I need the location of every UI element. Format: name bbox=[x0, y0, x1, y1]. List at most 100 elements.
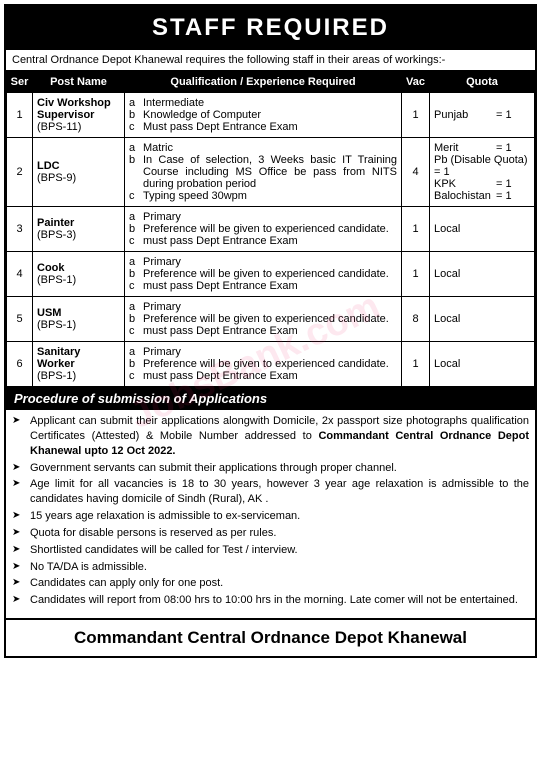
qualification-letter: a bbox=[129, 97, 143, 109]
procedure-text: Shortlisted candidates will be called fo… bbox=[30, 543, 529, 558]
qualification-text: Intermediate bbox=[143, 97, 397, 109]
qualification-item: bPreference will be given to experienced… bbox=[129, 268, 397, 280]
qualification-text: Primary bbox=[143, 346, 397, 358]
qualification-text: must pass Dept Entrance Exam bbox=[143, 280, 397, 292]
qualification-item: cmust pass Dept Entrance Exam bbox=[129, 235, 397, 247]
procedure-item: ➤Government servants can submit their ap… bbox=[12, 461, 529, 476]
procedure-heading: Procedure of submission of Applications bbox=[6, 387, 535, 410]
cell-ser: 1 bbox=[7, 93, 33, 138]
qualification-item: aIntermediate bbox=[129, 97, 397, 109]
qualification-text: must pass Dept Entrance Exam bbox=[143, 370, 397, 382]
cell-vacancies: 1 bbox=[402, 93, 430, 138]
header-title: STAFF REQUIRED bbox=[152, 14, 389, 41]
cell-quota: Local bbox=[430, 342, 535, 387]
bullet-icon: ➤ bbox=[12, 560, 30, 572]
quota-line: Local bbox=[434, 313, 530, 325]
cell-ser: 5 bbox=[7, 297, 33, 342]
qualification-text: Preference will be given to experienced … bbox=[143, 313, 397, 325]
procedure-text: No TA/DA is admissible. bbox=[30, 560, 529, 575]
footer-text: Commandant Central Ordnance Depot Khanew… bbox=[74, 628, 467, 647]
col-quota-header: Quota bbox=[430, 72, 535, 93]
col-post-header: Post Name bbox=[33, 72, 125, 93]
table-row: 3Painter(BPS-3)aPrimarybPreference will … bbox=[7, 207, 535, 252]
procedure-text: Quota for disable persons is reserved as… bbox=[30, 526, 529, 541]
qualification-letter: c bbox=[129, 370, 143, 382]
cell-ser: 4 bbox=[7, 252, 33, 297]
table-row: 4Cook(BPS-1)aPrimarybPreference will be … bbox=[7, 252, 535, 297]
quota-line: Pb (Disable Quota) = 1 bbox=[434, 154, 530, 178]
cell-qualification: aPrimarybPreference will be given to exp… bbox=[125, 252, 402, 297]
cell-quota: Local bbox=[430, 252, 535, 297]
qualification-text: Preference will be given to experienced … bbox=[143, 268, 397, 280]
procedure-item: ➤Applicant can submit their applications… bbox=[12, 414, 529, 459]
footer: Commandant Central Ordnance Depot Khanew… bbox=[6, 618, 535, 656]
table-row: 2LDC(BPS-9)aMatricbIn Case of selection,… bbox=[7, 138, 535, 207]
cell-qualification: aPrimarybPreference will be given to exp… bbox=[125, 207, 402, 252]
col-ser-header: Ser bbox=[7, 72, 33, 93]
qualification-letter: a bbox=[129, 211, 143, 223]
qualification-item: cmust pass Dept Entrance Exam bbox=[129, 370, 397, 382]
qualification-text: Preference will be given to experienced … bbox=[143, 358, 397, 370]
qualification-text: Must pass Dept Entrance Exam bbox=[143, 121, 397, 133]
cell-vacancies: 1 bbox=[402, 342, 430, 387]
qualification-letter: b bbox=[129, 154, 143, 166]
qualification-letter: c bbox=[129, 190, 143, 202]
qualification-text: Primary bbox=[143, 301, 397, 313]
procedure-item: ➤Candidates can apply only for one post. bbox=[12, 576, 529, 591]
procedure-item: ➤Age limit for all vacancies is 18 to 30… bbox=[12, 477, 529, 507]
qualification-letter: b bbox=[129, 358, 143, 370]
qualification-text: Matric bbox=[143, 142, 397, 154]
cell-post: Sanitary Worker(BPS-1) bbox=[33, 342, 125, 387]
cell-vacancies: 4 bbox=[402, 138, 430, 207]
procedure-text: Age limit for all vacancies is 18 to 30 … bbox=[30, 477, 529, 507]
table-row: 5USM(BPS-1)aPrimarybPreference will be g… bbox=[7, 297, 535, 342]
qualification-item: cmust pass Dept Entrance Exam bbox=[129, 280, 397, 292]
quota-line: KPK= 1 bbox=[434, 178, 530, 190]
cell-quota: Merit= 1Pb (Disable Quota) = 1KPK= 1Balo… bbox=[430, 138, 535, 207]
qualification-text: In Case of selection, 3 Weeks basic IT T… bbox=[143, 154, 397, 190]
qualification-letter: c bbox=[129, 325, 143, 337]
qualification-text: must pass Dept Entrance Exam bbox=[143, 325, 397, 337]
procedure-item: ➤15 years age relaxation is admissible t… bbox=[12, 509, 529, 524]
qualification-letter: a bbox=[129, 256, 143, 268]
procedure-text: Applicant can submit their applications … bbox=[30, 414, 529, 459]
procedure-item: ➤Candidates will report from 08:00 hrs t… bbox=[12, 593, 529, 608]
qualification-item: cMust pass Dept Entrance Exam bbox=[129, 121, 397, 133]
cell-quota: Local bbox=[430, 297, 535, 342]
bullet-icon: ➤ bbox=[12, 414, 30, 426]
quota-line: Local bbox=[434, 223, 530, 235]
qualification-text: must pass Dept Entrance Exam bbox=[143, 235, 397, 247]
cell-qualification: aMatricbIn Case of selection, 3 Weeks ba… bbox=[125, 138, 402, 207]
bullet-icon: ➤ bbox=[12, 461, 30, 473]
ad-container: STAFF REQUIRED Central Ordnance Depot Kh… bbox=[4, 4, 537, 658]
qualification-item: aPrimary bbox=[129, 301, 397, 313]
cell-qualification: aPrimarybPreference will be given to exp… bbox=[125, 342, 402, 387]
quota-line: Local bbox=[434, 268, 530, 280]
quota-line: Balochistan= 1 bbox=[434, 190, 530, 202]
qualification-item: aPrimary bbox=[129, 256, 397, 268]
col-vac-header: Vac bbox=[402, 72, 430, 93]
qualification-item: cTyping speed 30wpm bbox=[129, 190, 397, 202]
cell-post: Cook(BPS-1) bbox=[33, 252, 125, 297]
posts-table: Ser Post Name Qualification / Experience… bbox=[6, 71, 535, 387]
qualification-item: aPrimary bbox=[129, 346, 397, 358]
quota-line: Merit= 1 bbox=[434, 142, 530, 154]
qualification-letter: a bbox=[129, 346, 143, 358]
procedure-text: Candidates can apply only for one post. bbox=[30, 576, 529, 591]
cell-ser: 6 bbox=[7, 342, 33, 387]
cell-vacancies: 8 bbox=[402, 297, 430, 342]
procedures-list: ➤Applicant can submit their applications… bbox=[6, 410, 535, 618]
quota-line: Local bbox=[434, 358, 530, 370]
qualification-text: Knowledge of Computer bbox=[143, 109, 397, 121]
table-row: 1Civ Workshop Supervisor(BPS-11)aInterme… bbox=[7, 93, 535, 138]
qualification-letter: a bbox=[129, 301, 143, 313]
qualification-item: bPreference will be given to experienced… bbox=[129, 358, 397, 370]
table-row: 6Sanitary Worker(BPS-1)aPrimarybPreferen… bbox=[7, 342, 535, 387]
procedure-item: ➤Shortlisted candidates will be called f… bbox=[12, 543, 529, 558]
qualification-letter: c bbox=[129, 280, 143, 292]
qualification-text: Primary bbox=[143, 211, 397, 223]
qualification-text: Typing speed 30wpm bbox=[143, 190, 397, 202]
procedure-text: Candidates will report from 08:00 hrs to… bbox=[30, 593, 529, 608]
qualification-letter: b bbox=[129, 313, 143, 325]
qualification-letter: b bbox=[129, 223, 143, 235]
